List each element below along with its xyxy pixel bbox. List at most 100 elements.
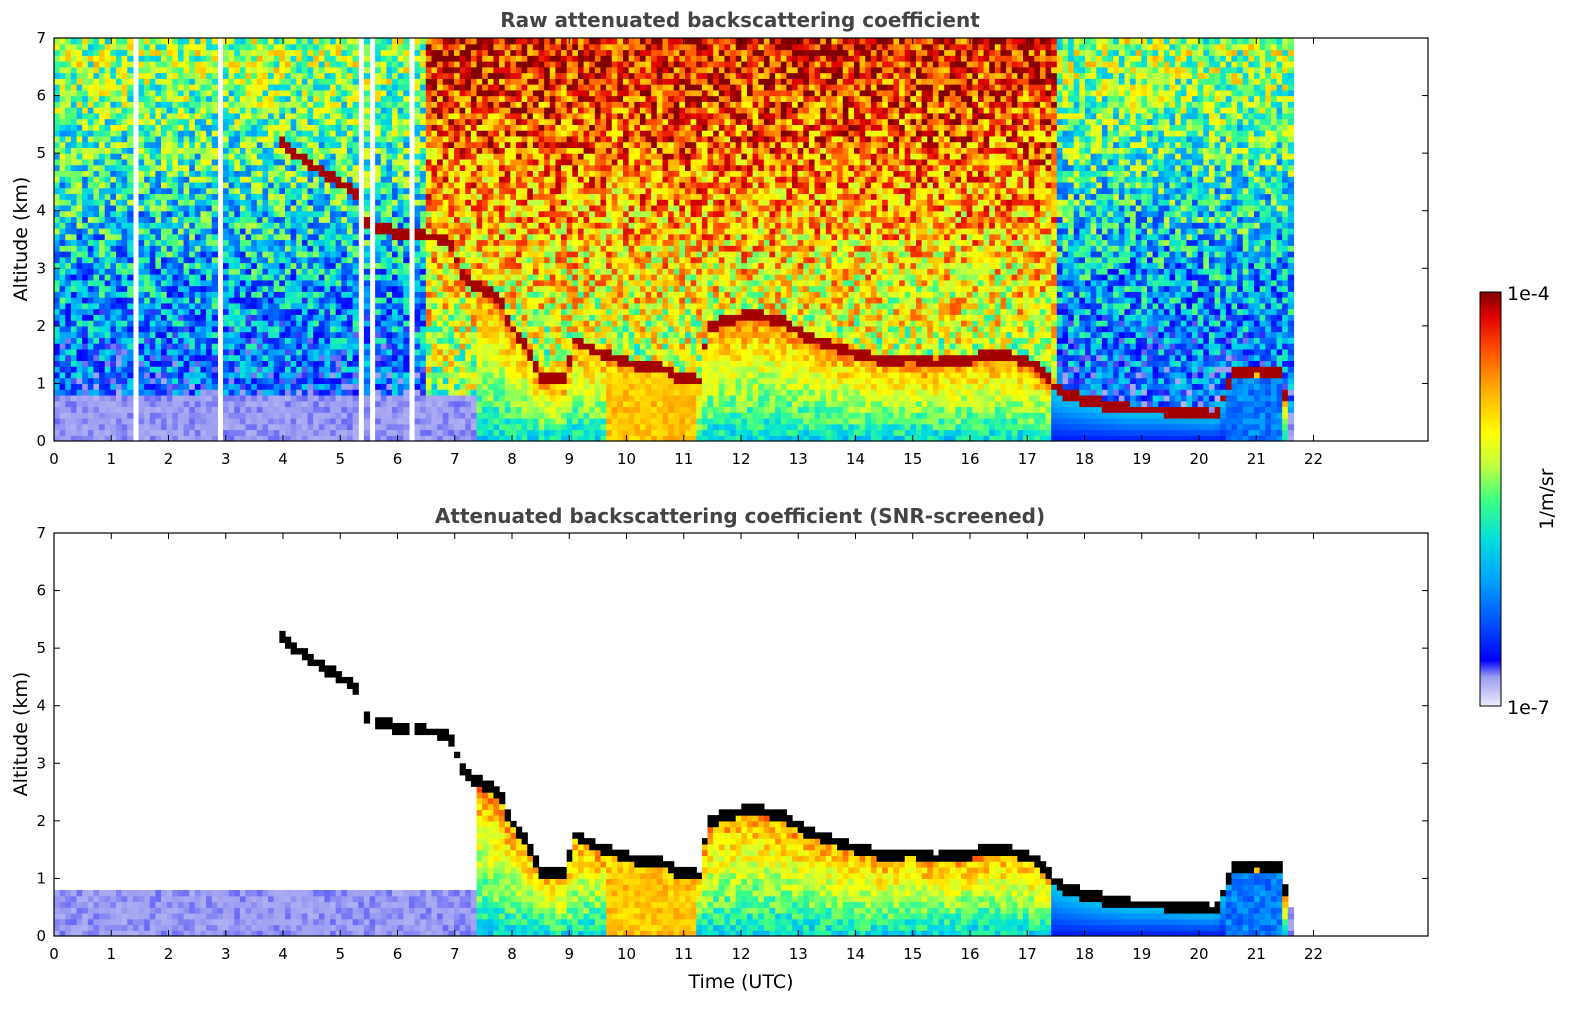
panel1-heatmap-cell [256,204,264,212]
panel1-heatmap-cell [183,222,190,229]
panel1-heatmap-cell [161,285,168,292]
panel1-heatmap-cell [144,274,151,281]
panel1-heatmap-cell [155,366,162,373]
panel1-heatmap-cell [200,176,207,183]
panel1-heatmap-cell [245,343,252,350]
panel1-heatmap-cell [459,429,466,436]
panel1-heatmap-cell [465,297,472,304]
panel1-heatmap-cell [166,135,173,143]
panel1-heatmap-cell [121,170,128,177]
panel1-heatmap-cell [397,153,404,160]
panel1-heatmap-cell [115,406,123,413]
panel1-heatmap-cell [251,210,258,218]
panel1-heatmap-cell [431,118,438,125]
panel1-heatmap-cell [403,204,410,212]
panel1-heatmap-cell [155,89,162,97]
panel1-heatmap-cell [251,274,258,281]
panel1-heatmap-cell [352,302,359,310]
panel1-heatmap-cell [144,279,151,287]
panel1-heatmap-cell [256,331,264,338]
panel1-heatmap-cell [301,423,309,431]
panel1-heatmap-cell [465,331,472,338]
panel1-heatmap-cell [268,337,275,344]
panel1-heatmap-cell [166,61,173,68]
panel1-heatmap-cell [307,164,314,172]
panel1-heatmap-cell [448,43,455,51]
panel1-heatmap-cell [211,400,218,408]
panel1-heatmap-cell [470,130,478,137]
panel1-heatmap-cell [256,262,264,269]
panel1-heatmap-cell [268,164,275,172]
panel1-heatmap-cell [341,383,348,390]
panel1-heatmap-cell [54,210,61,218]
panel1-heatmap-cell [110,84,117,91]
panel1-heatmap-cell [65,302,72,310]
panel1-heatmap-cell [380,320,387,327]
panel1-heatmap-cell [459,118,466,125]
panel1-heatmap-cell [459,377,466,385]
panel1-heatmap-cell [476,389,483,396]
panel1-heatmap-cell [127,394,134,402]
panel1-heatmap-cell [228,354,235,361]
panel1-heatmap-cell [127,389,134,396]
panel1-heatmap-cell [166,268,173,275]
panel1-heatmap-cell [296,308,303,315]
panel1-heatmap-cell [380,210,387,218]
panel1-heatmap-cell [437,417,444,425]
panel1-heatmap-cell [144,314,151,321]
panel1-heatmap-cell [200,66,207,74]
panel1-heatmap-cell [301,343,309,350]
panel1-heatmap-cell [239,389,247,396]
panel1-heatmap-cell [437,55,444,62]
panel1-heatmap-cell [307,417,314,425]
panel1-heatmap-cell [465,274,472,281]
panel1-heatmap-cell [330,147,337,154]
panel1-heatmap-cell [223,141,230,148]
panel1-heatmap-cell [54,331,61,338]
panel1-heatmap-cell [346,366,354,373]
panel1-heatmap-cell [425,435,433,441]
panel1-heatmap-cell [245,320,252,327]
panel1-heatmap-cell [414,239,421,246]
panel1-heatmap-cell [273,371,280,379]
panel1-heatmap-cell [54,245,61,252]
panel1-heatmap-cell [482,400,489,408]
panel1-heatmap-cell [442,400,449,408]
panel1-heatmap-cell [313,279,320,287]
panel1-heatmap-cell [346,130,354,137]
panel1-heatmap-cell [470,366,478,373]
panel1-heatmap-cell [425,187,433,195]
panel1-heatmap-cell [318,239,326,246]
panel1-heatmap-cell [454,417,461,425]
panel1-heatmap-cell [448,84,455,91]
panel1-heatmap-cell [324,406,331,413]
panel1-heatmap-cell [470,360,478,367]
panel1-heatmap-cell [392,135,399,143]
panel1-heatmap-cell [313,66,320,74]
panel1-heatmap-cell [206,130,213,137]
panel1-heatmap-cell [476,279,483,287]
panel1-heatmap-cell [121,222,128,229]
panel1-heatmap-cell [465,308,472,315]
panel1-heatmap-cell [442,84,449,91]
panel1-heatmap-cell [223,147,230,154]
panel1-heatmap-cell [324,354,331,361]
panel1-heatmap-cell [138,331,145,338]
panel1-heatmap-cell [110,130,117,137]
panel1-heatmap-cell [335,417,342,425]
panel1-heatmap-cell [228,331,235,338]
panel1-heatmap-cell [341,72,348,79]
panel1-heatmap-cell [115,49,123,56]
panel1-heatmap-cell [166,274,173,281]
panel1-heatmap-cell [352,89,359,97]
panel1-heatmap-cell [380,78,387,85]
panel1-heatmap-cell [99,371,106,379]
panel1-heatmap-cell [65,279,72,287]
panel1-heatmap-cell [206,43,213,51]
panel1-heatmap-cell [93,233,100,241]
panel1-heatmap-cell [93,101,100,108]
panel1-heatmap-cell [245,354,252,361]
panel1-heatmap-cell [476,337,483,344]
panel1-heatmap-cell [59,130,66,137]
panel1-heatmap-cell [211,66,218,74]
